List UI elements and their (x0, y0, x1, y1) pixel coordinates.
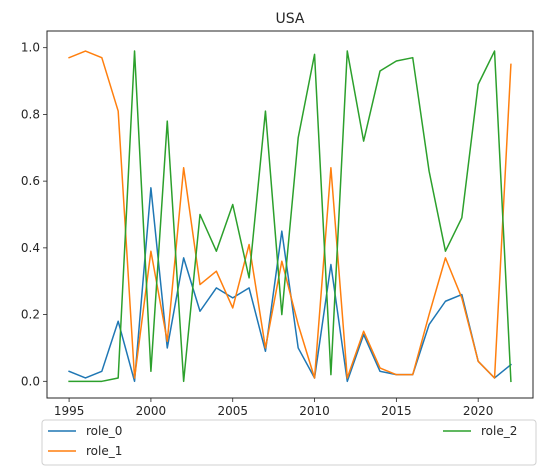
y-tick-label: 0.6 (21, 174, 40, 188)
x-tick-label: 2000 (136, 404, 167, 418)
x-tick-label: 2010 (299, 404, 330, 418)
series-line-role_0 (68, 187, 512, 383)
y-axis: 0.0 0.2 0.4 0.6 0.8 1.0 (21, 41, 47, 388)
y-tick-label: 0.8 (21, 107, 40, 121)
series-line-role_2 (68, 50, 512, 383)
legend-frame (41, 419, 537, 466)
y-tick-label: 0.2 (21, 308, 40, 322)
x-tick-label: 2005 (217, 404, 248, 418)
y-tick-label: 1.0 (21, 41, 40, 55)
x-tick-label: 2020 (463, 404, 494, 418)
y-tick-label: 0.0 (21, 374, 40, 388)
x-tick-label: 2015 (381, 404, 412, 418)
series-line-role_1 (68, 50, 512, 379)
legend-label-role_0: role_0 (86, 424, 122, 438)
chart-title: USA (276, 11, 305, 27)
plot-frame (46, 30, 534, 399)
x-tick-label: 1995 (54, 404, 85, 418)
x-axis: 1995 2000 2005 2010 2015 2020 (54, 398, 494, 418)
legend: role_0 role_1 role_2 (41, 419, 537, 466)
y-tick-label: 0.4 (21, 241, 40, 255)
legend-label-role_2: role_2 (481, 424, 517, 438)
legend-label-role_1: role_1 (86, 444, 122, 458)
plot-lines (68, 50, 512, 383)
